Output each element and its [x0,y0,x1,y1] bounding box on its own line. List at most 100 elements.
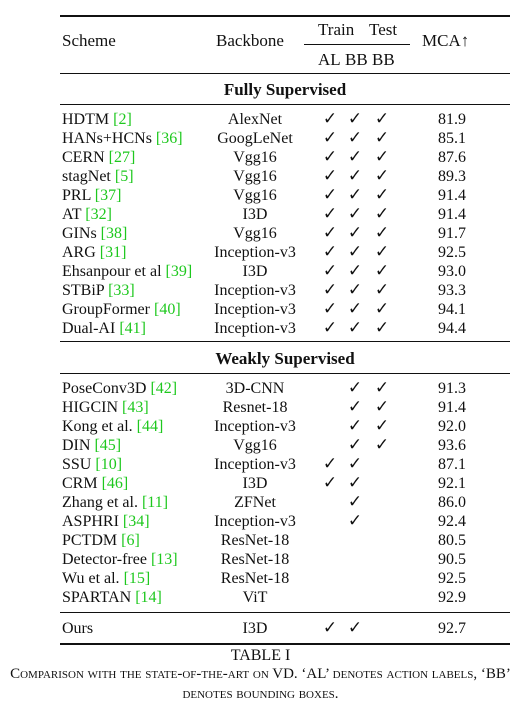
check-bb-train-icon: ✓ [347,223,363,243]
check-bb-train-icon: ✓ [347,242,363,262]
section-title-fully-supervised: Fully Supervised [223,80,347,99]
check-bb-test-icon: ✓ [374,166,390,186]
citation-link[interactable]: [38] [100,225,128,242]
citation-link[interactable]: [14] [135,589,162,606]
check-al-icon: ✓ [322,223,338,243]
citation-link[interactable]: [41] [119,320,146,337]
mca-cell: 87.1 [438,456,466,473]
backbone-cell: 3D-CNN [225,380,285,397]
scheme-name: SSU [62,456,96,473]
scheme-cell: Dual-AI [41] [62,319,146,338]
citation-link[interactable]: [45] [94,437,122,454]
citation-link[interactable]: [5] [114,168,134,185]
citation-link[interactable]: [44] [136,418,164,435]
ours-top-rule [60,612,510,613]
check-al-icon: ✓ [322,166,338,186]
scheme-name: Dual-AI [62,320,120,337]
scheme-name: PoseConv3D [62,380,151,397]
citation-link[interactable]: [34] [122,513,150,530]
check-bb-train-icon: ✓ [347,511,363,531]
mca-cell: 92.1 [438,475,466,492]
citation-link[interactable]: [13] [150,551,178,568]
citation-link[interactable]: [11] [141,494,169,511]
table-row: stagNet [5] Vgg16 ✓ ✓ ✓ 89.3 [0,167,521,186]
table-row: SPARTAN [14] ViT 92.9 [0,588,521,607]
mca-cell: 93.6 [438,437,466,454]
scheme-name: PCTDM [62,532,122,549]
citation-link[interactable]: [43] [122,399,149,416]
scheme-cell: GroupFormer [40] [62,300,181,319]
check-al-icon: ✓ [322,318,338,338]
scheme-name: HDTM [62,111,114,128]
table-row: GroupFormer [40] Inception-v3 ✓ ✓ ✓ 94.1 [0,300,521,319]
scheme-name: ARG [62,244,100,261]
scheme-cell: ASPHRI [34] [62,512,150,531]
citation-link[interactable]: [40] [153,301,181,318]
caption-title: TABLE I [230,647,291,664]
mca-cell: 91.3 [438,380,466,397]
header-mca: MCA↑ [422,31,470,50]
mca-cell: 90.5 [438,551,466,568]
backbone-cell: Vgg16 [233,225,277,242]
scheme-cell: ARG [31] [62,243,126,262]
backbone-cell: ResNet-18 [220,551,290,568]
backbone-cell: I3D [242,206,268,223]
scheme-name: Detector-free [62,551,151,568]
check-bb-train-icon: ✓ [347,128,363,148]
citation-link[interactable]: [32] [85,206,112,223]
backbone-cell: Inception-v3 [214,282,296,299]
backbone-cell: Vgg16 [233,149,277,166]
scheme-name: GroupFormer [62,301,154,318]
citation-link[interactable]: [42] [150,380,178,397]
table-row: SSU [10] Inception-v3 ✓ ✓ 87.1 [0,455,521,474]
scheme-cell: PoseConv3D [42] [62,379,177,398]
scheme-cell: HIGCIN [43] [62,398,149,417]
table-row: PRL [37] Vgg16 ✓ ✓ ✓ 91.4 [0,186,521,205]
backbone-cell: Inception-v3 [214,418,296,435]
scheme-cell: HANs+HCNs [36] [62,129,183,148]
scheme-name: Kong et al. [62,418,137,435]
scheme-cell: SPARTAN [14] [62,588,162,607]
check-bb-train-icon: ✓ [347,109,363,129]
citation-link[interactable]: [33] [108,282,135,299]
backbone-cell: AlexNet [227,111,283,128]
mca-cell: 92.5 [438,570,466,587]
mca-cell: 91.4 [438,187,466,204]
citation-link[interactable]: [39] [165,263,193,280]
citation-link[interactable]: [10] [95,456,123,473]
table-row: Ours I3D ✓ ✓ 92.7 [0,619,521,638]
backbone-cell: GoogLeNet [217,130,293,147]
citation-link[interactable]: [46] [101,475,129,492]
scheme-cell: CRM [46] [62,474,128,493]
scheme-cell: Detector-free [13] [62,550,178,569]
check-bb-test-icon: ✓ [374,397,390,417]
table-row: PoseConv3D [42] 3D-CNN ✓ ✓ 91.3 [0,379,521,398]
table-row: CERN [27] Vgg16 ✓ ✓ ✓ 87.6 [0,148,521,167]
scheme-cell: CERN [27] [62,148,135,167]
check-bb-test-icon: ✓ [374,147,390,167]
scheme-name: Zhang et al. [62,494,142,511]
citation-link[interactable]: [31] [99,244,127,261]
backbone-cell: ZFNet [234,494,276,511]
header-train: Train [318,20,355,39]
scheme-name: GINs [62,225,101,242]
header-bottom-rule [60,73,510,74]
mca-cell: 92.7 [438,620,466,637]
scheme-name: HIGCIN [62,399,122,416]
citation-link[interactable]: [37] [94,187,122,204]
check-bb-train-icon: ✓ [347,261,363,281]
scheme-name: SPARTAN [62,589,136,606]
caption-text: Comparison with the state-of-the-art on … [10,666,511,702]
citation-link[interactable]: [2] [113,111,132,128]
citation-link[interactable]: [6] [121,532,140,549]
citation-link[interactable]: [15] [123,570,151,587]
section-rule-weakly [60,373,510,374]
check-bb-train-icon: ✓ [347,378,363,398]
table-row: Detector-free [13] ResNet-18 90.5 [0,550,521,569]
citation-link[interactable]: [36] [155,130,183,147]
scheme-name: AT [62,206,86,223]
backbone-cell: I3D [242,620,268,637]
citation-link[interactable]: [27] [108,149,136,166]
header-test: Test [369,20,398,39]
mca-cell: 93.0 [438,263,466,280]
